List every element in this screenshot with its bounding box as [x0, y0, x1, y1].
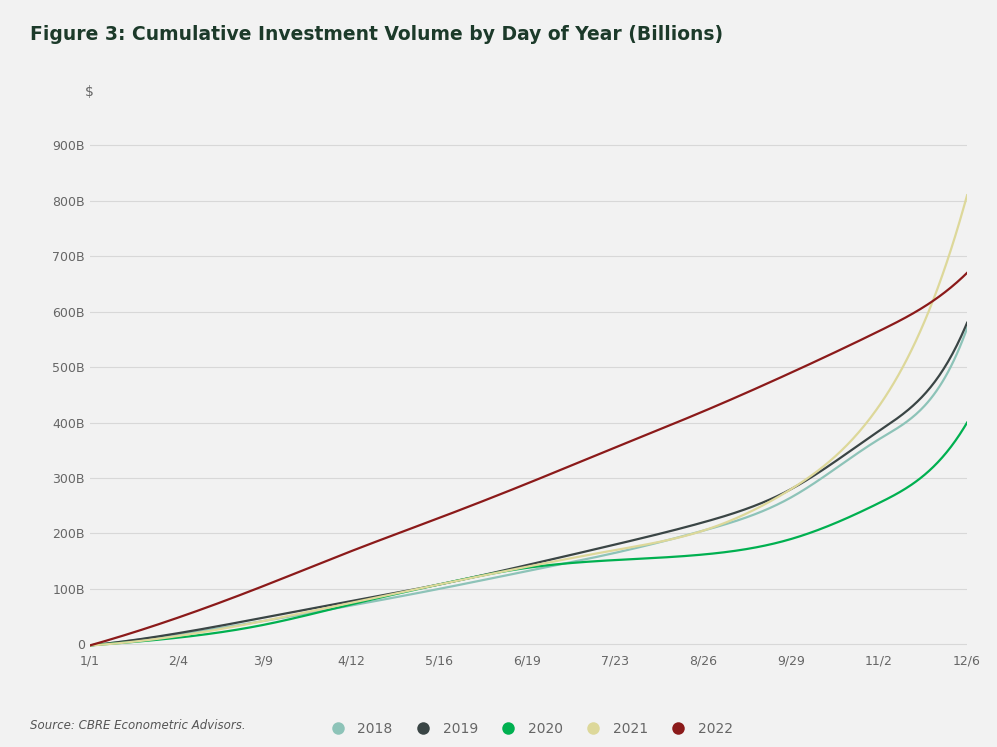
2021: [601, 547, 613, 556]
2018: [239, 619, 251, 628]
2022: [601, 447, 613, 456]
2022: [84, 641, 96, 650]
2021: [481, 570, 493, 579]
2019: [239, 617, 251, 626]
2021: [745, 507, 757, 516]
Text: $: $: [86, 84, 95, 99]
2019: [745, 503, 757, 512]
2022: [745, 386, 757, 395]
2020: [309, 609, 321, 618]
2022: [309, 561, 321, 570]
Text: Figure 3: Cumulative Investment Volume by Day of Year (Billions): Figure 3: Cumulative Investment Volume b…: [30, 25, 723, 44]
2019: [84, 641, 96, 650]
2020: [481, 570, 493, 579]
2021: [84, 641, 96, 650]
Line: 2018: 2018: [90, 328, 967, 645]
Legend: 2018, 2019, 2020, 2021, 2022: 2018, 2019, 2020, 2021, 2022: [318, 716, 739, 741]
2018: [670, 533, 682, 542]
2018: [745, 512, 757, 521]
2018: [481, 575, 493, 584]
2021: [309, 606, 321, 615]
2019: [961, 318, 973, 327]
2019: [601, 542, 613, 551]
Line: 2022: 2022: [90, 273, 967, 645]
2019: [309, 604, 321, 613]
Line: 2021: 2021: [90, 195, 967, 645]
2022: [961, 268, 973, 277]
2018: [601, 551, 613, 560]
2022: [239, 589, 251, 598]
2022: [481, 495, 493, 504]
2018: [961, 323, 973, 332]
2022: [670, 418, 682, 427]
Line: 2019: 2019: [90, 323, 967, 645]
Line: 2020: 2020: [90, 423, 967, 645]
Text: Source: CBRE Econometric Advisors.: Source: CBRE Econometric Advisors.: [30, 719, 245, 732]
2020: [239, 624, 251, 633]
2020: [84, 641, 96, 650]
2019: [670, 525, 682, 534]
2021: [239, 620, 251, 629]
2021: [670, 534, 682, 543]
2020: [670, 552, 682, 561]
2020: [961, 418, 973, 427]
2021: [961, 190, 973, 199]
2018: [309, 607, 321, 616]
2020: [601, 556, 613, 565]
2019: [481, 570, 493, 579]
2020: [745, 544, 757, 553]
2018: [84, 641, 96, 650]
